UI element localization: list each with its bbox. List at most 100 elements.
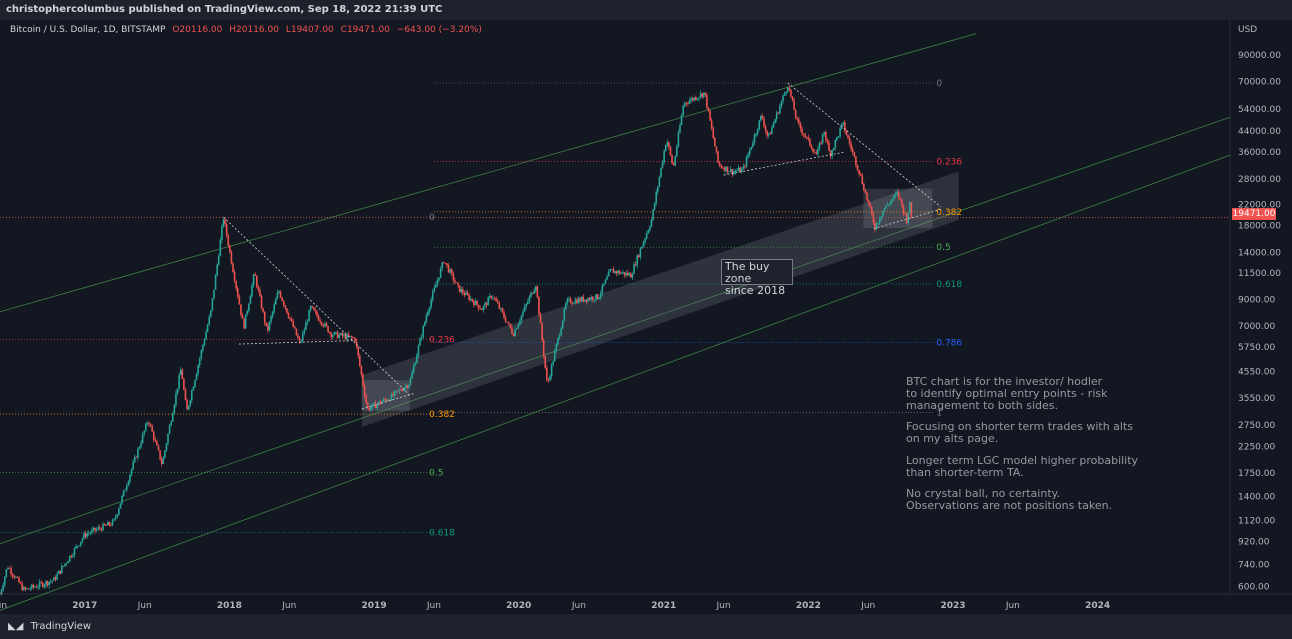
tradingview-logo-icon[interactable]: ◣◢: [8, 621, 24, 632]
candle-body: [197, 365, 199, 374]
price-chart[interactable]: 0 0.236 0.382 0.5 0.618 0 0.236 0.382 0.5 0.618 0.…: [0, 20, 1292, 614]
candle-body: [157, 445, 160, 451]
candle-body: [145, 423, 147, 431]
candle-body: [734, 170, 737, 172]
candle-body: [767, 133, 770, 136]
candle-body: [790, 89, 792, 97]
candle-body: [0, 589, 3, 595]
candle-body: [2, 584, 4, 590]
footer-bar: ◣◢ TradingView: [0, 614, 1292, 639]
symbol-legend[interactable]: Bitcoin / U.S. Dollar, 1D, BITSTAMP O201…: [10, 25, 482, 35]
candle-body: [796, 117, 799, 120]
candle-body: [62, 565, 65, 567]
candle-body: [859, 173, 862, 176]
candle-body: [338, 334, 341, 338]
price-axis-tick: 4550.00: [1238, 368, 1275, 378]
candle-body: [287, 313, 290, 318]
candle-body: [420, 336, 423, 339]
candle-body: [687, 103, 689, 105]
candle-body: [858, 169, 860, 174]
candle-body: [365, 395, 367, 403]
candle-body: [298, 338, 301, 342]
candle-body: [344, 334, 347, 340]
candle-body: [799, 123, 802, 129]
candle-body: [46, 581, 49, 586]
candle-body: [19, 582, 22, 584]
note-line: BTC chart is for the investor/ hodler: [906, 375, 1103, 388]
candle-body: [238, 296, 241, 305]
channel-line-upper: [0, 33, 977, 313]
candle-body: [786, 87, 789, 92]
candle-body: [628, 273, 631, 276]
candle-body: [872, 214, 875, 223]
candle-body: [308, 310, 310, 322]
candle-body: [81, 538, 84, 542]
candle-body: [202, 344, 204, 351]
price-axis-tick: 70000.00: [1238, 78, 1281, 88]
candle-body: [133, 456, 136, 462]
candle-body: [211, 298, 214, 311]
candle-body: [349, 336, 352, 337]
candle-body: [347, 334, 350, 337]
candle-body: [696, 98, 699, 100]
note-block-1: BTC chart is for the investor/ hodler to…: [906, 376, 1166, 412]
price-axis-tick: 2750.00: [1238, 421, 1275, 431]
fib-label-2017: 0.236: [429, 336, 455, 346]
candle-body: [603, 283, 605, 286]
candle-body: [447, 265, 450, 273]
candle-body: [669, 147, 672, 155]
candle-body: [165, 443, 168, 451]
candle-body: [141, 434, 144, 443]
candle-body: [715, 146, 718, 152]
candle-body: [863, 183, 865, 191]
candle-body: [485, 303, 488, 306]
candle-body: [138, 446, 141, 449]
candle-body: [127, 481, 130, 486]
candle-body: [647, 230, 650, 234]
candle-body: [565, 303, 567, 309]
candle-body: [630, 273, 632, 278]
candle-body: [206, 324, 209, 332]
candle-body: [720, 165, 722, 168]
candle-body: [477, 304, 480, 309]
candle-body: [617, 270, 619, 274]
note-block-3: Longer term LGC model higher probability…: [906, 455, 1166, 479]
candle-body: [568, 298, 570, 300]
candle-body: [760, 115, 762, 121]
candle-body: [885, 205, 887, 209]
candle-body: [168, 425, 171, 434]
candle-body: [805, 137, 808, 138]
candle-body: [690, 98, 692, 101]
candle-body: [528, 296, 531, 302]
price-axis-tick: 3550.00: [1238, 394, 1275, 404]
symbol-name: Bitcoin / U.S. Dollar, 1D, BITSTAMP: [10, 25, 166, 35]
candle-body: [436, 280, 439, 285]
candle-body: [409, 378, 412, 385]
candle-body: [54, 577, 57, 580]
candle-body: [886, 204, 889, 206]
price-axis-tick: 18000.00: [1238, 222, 1281, 232]
candle-body: [87, 533, 90, 534]
candle-body: [598, 297, 600, 300]
candle-body: [558, 335, 561, 338]
candle-body: [328, 332, 331, 334]
candle-body: [829, 150, 832, 157]
candle-body: [10, 568, 12, 574]
candle-body: [435, 284, 437, 288]
candle-body: [324, 323, 326, 327]
candle-body: [726, 166, 729, 173]
candle-body: [527, 301, 529, 304]
candle-body: [233, 272, 236, 282]
candle-body: [571, 303, 574, 304]
time-axis-tick: 2017: [72, 601, 97, 611]
candle-body: [208, 316, 211, 325]
candle-body: [56, 574, 58, 580]
candle-body: [650, 219, 653, 227]
candle-body: [695, 97, 697, 100]
candle-body: [417, 345, 420, 356]
candle-body: [336, 331, 339, 338]
candle-body: [18, 577, 20, 583]
candle-body: [263, 311, 266, 323]
candle-body: [178, 375, 180, 389]
ohlc-high: H20116.00: [229, 25, 279, 35]
